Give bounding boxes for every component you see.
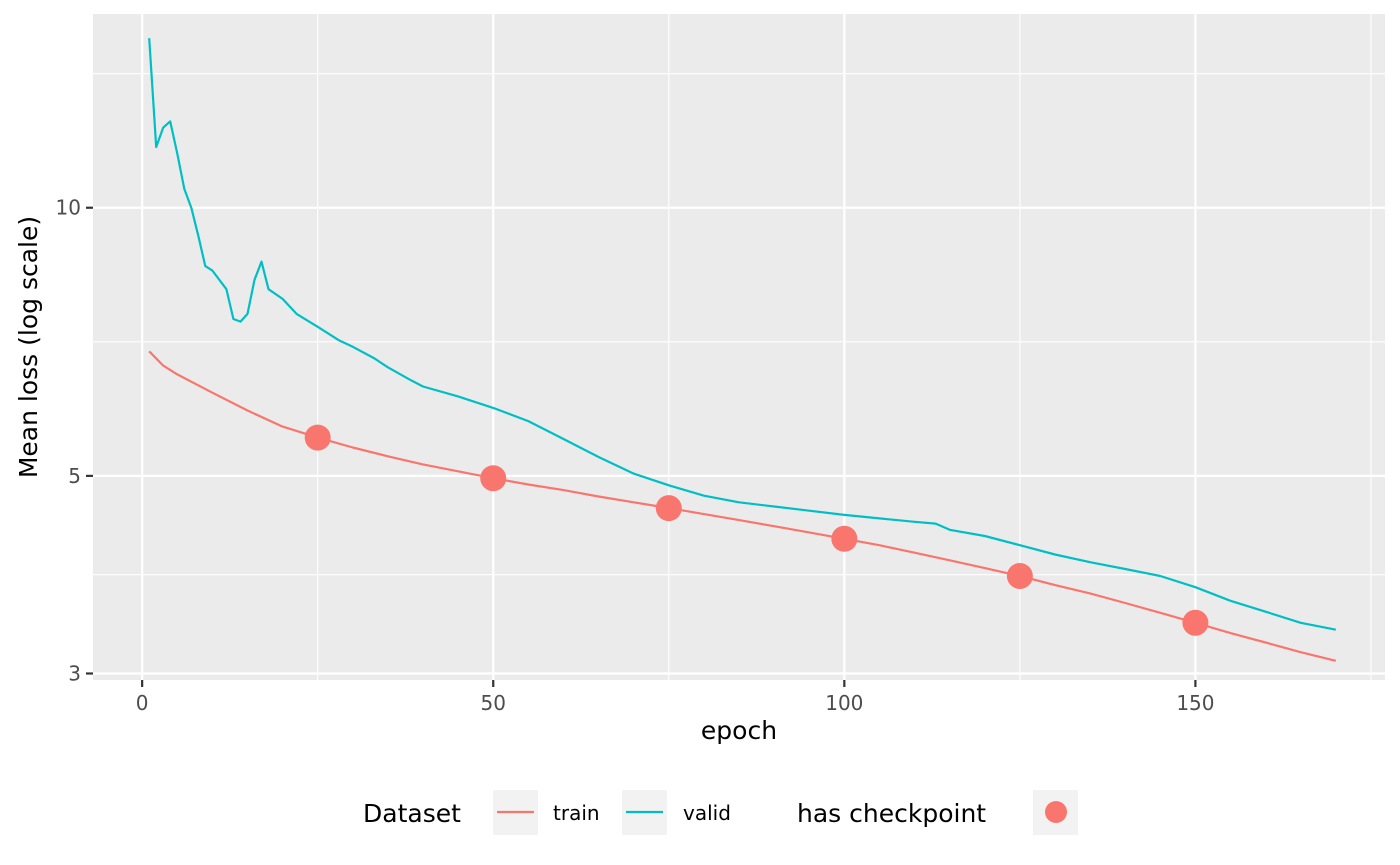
x-tick-label: 100: [825, 691, 863, 715]
legend-label-train: train: [553, 801, 600, 825]
checkpoint-points: [304, 424, 1209, 636]
y-axis-title: Mean loss (log scale): [14, 216, 43, 478]
x-tick-label: 50: [481, 691, 506, 715]
y-tick-label: 3: [68, 661, 81, 685]
panel-background: [93, 14, 1385, 680]
checkpoint-point: [304, 424, 331, 451]
x-tick-label: 150: [1176, 691, 1214, 715]
axes: 0 50 100 150 3 5 10: [56, 196, 1215, 715]
minor-gridlines: [93, 14, 1385, 680]
checkpoint-point: [1006, 562, 1033, 589]
checkpoint-point: [655, 495, 682, 522]
y-tick-label: 10: [56, 196, 81, 220]
legend: Dataset train valid has checkpoint: [363, 790, 1078, 835]
y-tick-label: 5: [68, 464, 81, 488]
legend-label-valid: valid: [683, 801, 731, 825]
checkpoint-point: [831, 525, 858, 552]
series-line-valid: [148, 38, 1337, 631]
x-axis-title: epoch: [701, 716, 777, 745]
legend-checkpoint-title: has checkpoint: [797, 799, 986, 828]
x-tick-label: 0: [136, 691, 149, 715]
major-gridlines: [93, 14, 1385, 680]
checkpoint-point: [480, 465, 507, 492]
legend-dataset-title: Dataset: [363, 799, 461, 828]
legend-checkpoint-point: [1045, 801, 1067, 823]
checkpoint-point: [1182, 609, 1209, 636]
